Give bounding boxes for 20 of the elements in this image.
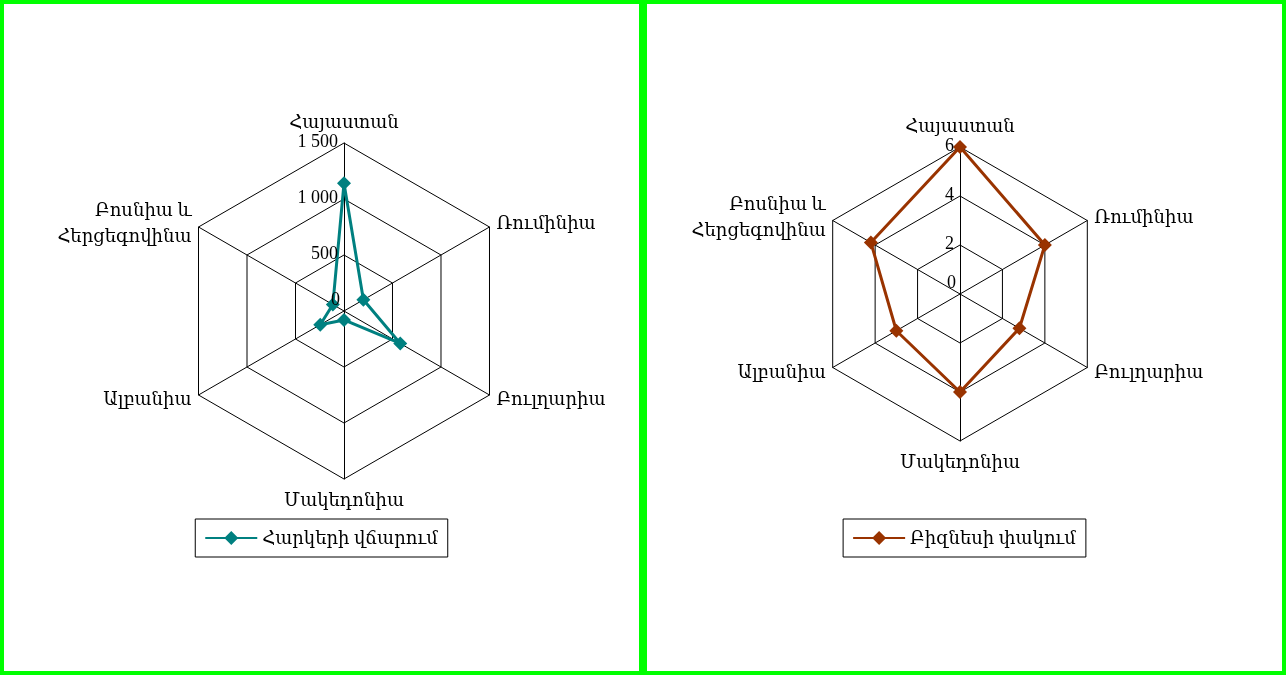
spoke-label: Բոսնիա և Հերցեգովինա: [57, 200, 193, 246]
spoke-label: Ալբանիա: [103, 389, 192, 409]
spoke-label: Ռումինիա: [1094, 206, 1194, 227]
y-tick-label: 1 500: [297, 131, 338, 151]
spoke-label: Մակեդոնիա: [900, 452, 1020, 472]
legend-label: Բիզնեսի փակում: [910, 528, 1077, 548]
spoke-label: Բուլղարիա: [1094, 361, 1204, 382]
spoke-label: Մակեդոնիա: [284, 490, 404, 510]
y-tick-label: 2: [945, 233, 954, 253]
y-tick-label: 4: [945, 184, 954, 204]
spoke-label: Հայաստան: [905, 116, 1015, 136]
legend-label: Հարկերի վճարում: [262, 528, 439, 548]
spoke-label: Ալբանիա: [737, 361, 826, 382]
y-tick-label: 6: [945, 135, 954, 155]
y-tick-label: 0: [947, 272, 956, 292]
spoke-label: Բոսնիա և Հերցեգովինա: [691, 193, 827, 240]
spoke-label: Ռումինիա: [496, 213, 596, 233]
spoke-label: Բուլղարիա: [496, 389, 606, 409]
spoke-label: Հայաստան: [289, 112, 399, 132]
y-tick-label: 1 000: [297, 187, 338, 207]
